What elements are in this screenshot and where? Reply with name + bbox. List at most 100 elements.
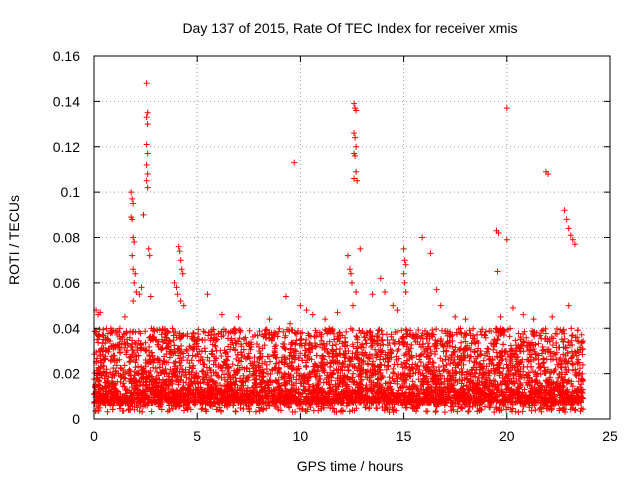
chart-title: Day 137 of 2015, Rate Of TEC Index for r… <box>182 20 517 36</box>
band-point <box>341 354 348 361</box>
band-point <box>449 343 456 350</box>
band-point <box>568 337 575 344</box>
band-point <box>305 390 312 397</box>
band-point <box>375 371 382 378</box>
band-point <box>313 332 320 339</box>
band-point <box>364 368 371 375</box>
band-point <box>275 365 282 372</box>
band-point <box>458 330 465 337</box>
band-point <box>152 365 159 372</box>
band-point <box>539 347 546 354</box>
band-point <box>508 352 515 359</box>
band-point <box>462 347 469 354</box>
band-point <box>345 367 352 374</box>
band-point <box>403 327 410 334</box>
band-point <box>104 408 111 415</box>
band-point <box>245 377 252 384</box>
band-point <box>556 407 563 414</box>
band-point <box>176 369 183 376</box>
band-point <box>293 348 300 355</box>
band-point <box>500 327 507 334</box>
band-point <box>540 355 547 362</box>
band-point <box>176 336 183 343</box>
band-point <box>320 379 327 386</box>
band-point <box>412 338 419 345</box>
band-point <box>301 387 308 394</box>
band-point <box>117 378 124 385</box>
band-point <box>425 361 432 368</box>
band-point <box>441 409 448 416</box>
band-point <box>213 347 220 354</box>
band-point <box>350 370 357 377</box>
band-point <box>121 383 128 390</box>
band-point <box>312 327 319 334</box>
band-point <box>532 407 539 414</box>
band-point <box>170 359 177 366</box>
band-point <box>189 352 196 359</box>
band-point <box>391 339 398 346</box>
band-point <box>330 354 337 361</box>
band-point <box>447 333 454 340</box>
band-point <box>242 334 249 341</box>
band-point <box>126 334 133 341</box>
band-point <box>201 345 208 352</box>
band-point <box>576 365 583 372</box>
band-point <box>407 345 414 352</box>
band-point <box>109 329 116 336</box>
band-point <box>346 408 353 415</box>
band-point <box>275 328 282 335</box>
band-point <box>182 371 189 378</box>
band-point <box>515 409 522 416</box>
band-point <box>195 326 202 333</box>
band-point <box>579 351 586 358</box>
band-point <box>553 349 560 356</box>
band-point <box>332 358 339 365</box>
band-point <box>272 342 279 349</box>
band-point <box>292 408 299 415</box>
band-point <box>432 408 439 415</box>
band-point <box>466 357 473 364</box>
band-point <box>238 349 245 356</box>
band-point <box>193 369 200 376</box>
band-point <box>415 327 422 334</box>
band-point <box>417 335 424 342</box>
band-point <box>362 337 369 344</box>
band-point <box>99 332 106 339</box>
band-point <box>120 374 127 381</box>
band-point <box>386 374 393 381</box>
band-point <box>136 378 143 385</box>
band-point <box>470 325 477 332</box>
band-point <box>578 338 585 345</box>
band-point <box>100 326 107 333</box>
band-point <box>281 344 288 351</box>
band-point <box>292 347 299 354</box>
band-point <box>299 329 306 336</box>
band-point <box>474 331 481 338</box>
band-point <box>401 352 408 359</box>
band-point <box>164 408 171 415</box>
band-point <box>380 341 387 348</box>
band-point <box>245 350 252 357</box>
band-point <box>198 406 205 413</box>
band-point <box>490 346 497 353</box>
band-point <box>444 368 451 375</box>
band-point <box>394 361 401 368</box>
band-point <box>383 366 390 373</box>
band-point <box>540 327 547 334</box>
band-point <box>218 374 225 381</box>
band-point <box>95 339 102 346</box>
data-points <box>91 80 587 416</box>
band-point <box>337 345 344 352</box>
band-point <box>199 368 206 375</box>
band-point <box>580 338 587 345</box>
band-point <box>205 332 212 339</box>
band-point <box>148 408 155 415</box>
band-point <box>246 327 253 334</box>
band-point <box>491 409 498 416</box>
band-point <box>319 352 326 359</box>
band-point <box>155 356 162 363</box>
band-point <box>423 408 430 415</box>
band-point <box>480 357 487 364</box>
band-point <box>105 337 112 344</box>
